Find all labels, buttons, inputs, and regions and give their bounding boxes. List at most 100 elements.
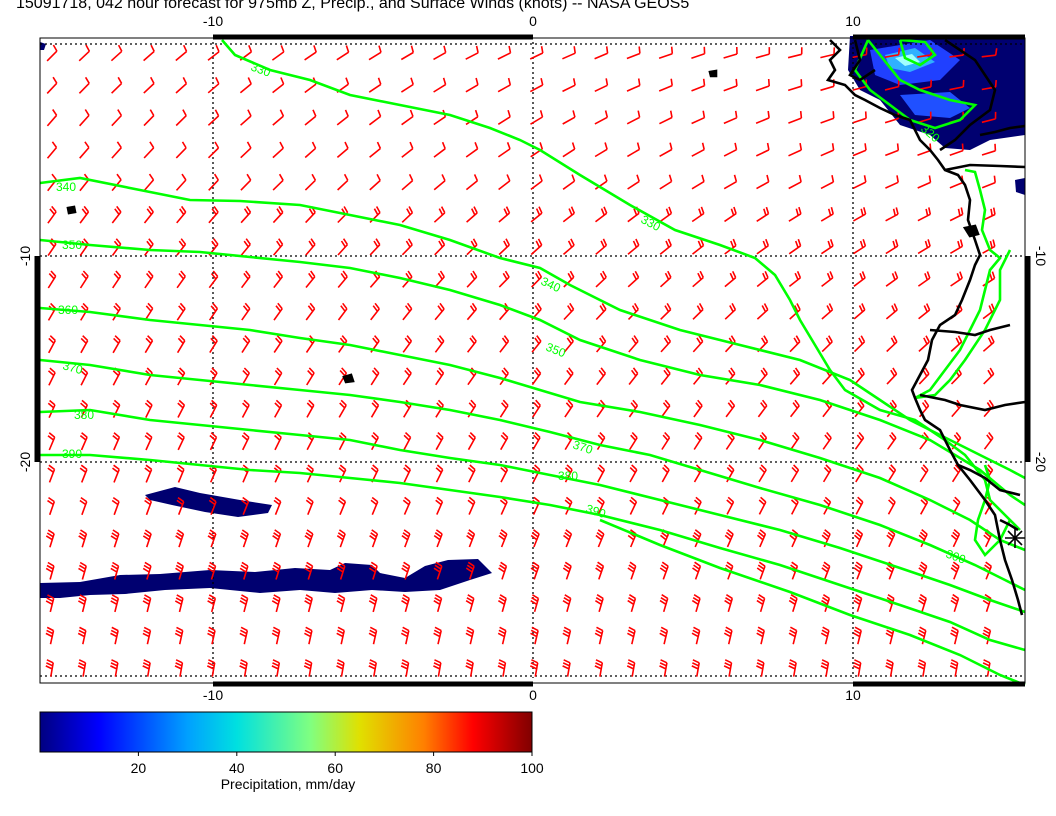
- wind-barb: [110, 594, 120, 613]
- wind-barb: [209, 367, 218, 386]
- wind-barb: [530, 238, 543, 256]
- wind-barb: [176, 238, 187, 256]
- wind-barb: [594, 174, 608, 190]
- wind-barb: [691, 78, 706, 92]
- wind-barb: [660, 367, 671, 385]
- wind-barb: [271, 561, 281, 580]
- wind-barb: [529, 78, 544, 93]
- wind-barb: [595, 206, 608, 223]
- wind-barb: [336, 529, 346, 548]
- wind-barb: [788, 238, 802, 255]
- wind-barb: [403, 464, 412, 483]
- wind-barb: [369, 173, 381, 191]
- wind-barb: [143, 205, 154, 224]
- wind-barb: [176, 464, 185, 483]
- wind-barb: [790, 431, 800, 450]
- wind-barb: [822, 464, 832, 483]
- lat-tick-label: -20: [1033, 452, 1049, 472]
- wind-barb: [207, 44, 220, 61]
- wind-barb: [143, 173, 155, 192]
- wind-barb: [918, 367, 930, 385]
- wind-barb: [594, 78, 609, 93]
- contour-label: 340: [56, 180, 76, 194]
- wind-barb: [885, 143, 900, 157]
- wind-barb: [595, 238, 608, 255]
- wind-barb: [369, 529, 379, 548]
- wind-barb: [239, 529, 249, 548]
- wind-barb: [498, 270, 510, 288]
- contour-label: 390: [62, 447, 82, 461]
- wind-barb: [499, 335, 510, 353]
- wind-barb: [723, 110, 738, 125]
- wind-barb: [917, 207, 932, 222]
- wind-barb: [274, 399, 283, 418]
- wind-barb: [853, 626, 862, 645]
- wind-barb: [144, 367, 153, 386]
- wind-barb: [209, 399, 218, 418]
- wind-barb: [530, 206, 543, 223]
- wind-barb: [433, 77, 447, 93]
- wind-barb: [562, 594, 572, 613]
- wind-barb: [692, 335, 704, 353]
- wind-barb: [885, 207, 899, 222]
- wind-barb: [273, 496, 282, 515]
- wind-barb: [241, 496, 250, 515]
- wind-barb: [47, 399, 56, 419]
- coastline: [66, 38, 1026, 616]
- wind-barb: [144, 432, 153, 451]
- wind-barb: [659, 238, 672, 255]
- lon-tick-label: 0: [529, 13, 537, 29]
- wind-barb: [370, 302, 380, 321]
- lon-tick-label: -10: [203, 13, 223, 29]
- wind-barb: [852, 111, 867, 124]
- wind-barb: [659, 270, 672, 288]
- wind-barb: [595, 335, 607, 353]
- wind-barb: [853, 529, 864, 548]
- wind-barb: [885, 303, 898, 320]
- wind-barb: [304, 173, 317, 191]
- wind-barb: [336, 626, 345, 645]
- wind-barb: [79, 270, 89, 289]
- wind-barb: [273, 335, 283, 353]
- wind-barb: [532, 432, 541, 451]
- wind-barb: [304, 45, 317, 61]
- wind-barb: [562, 659, 571, 677]
- wind-barb: [239, 561, 249, 580]
- wind-barb: [597, 464, 606, 483]
- wind-barb: [596, 367, 607, 386]
- wind-barb: [852, 143, 867, 157]
- wind-barb: [465, 174, 479, 191]
- wind-barb: [853, 303, 866, 320]
- wind-barb: [465, 45, 479, 60]
- wind-barb: [887, 464, 897, 483]
- wind-barb: [433, 529, 443, 548]
- wind-barb: [209, 335, 218, 354]
- wind-barb: [755, 110, 770, 125]
- wind-barb: [692, 561, 702, 580]
- wind-barb: [788, 626, 798, 645]
- contour-340: [39, 176, 1026, 480]
- wind-barb: [562, 626, 572, 645]
- wind-barb: [691, 206, 705, 223]
- wind-barb: [336, 141, 349, 159]
- wind-barb: [789, 303, 801, 320]
- wind-barb: [400, 77, 414, 93]
- wind-barb: [45, 561, 55, 580]
- wind-barb: [787, 47, 803, 59]
- wind-barb: [143, 109, 155, 127]
- wind-barb: [336, 561, 346, 580]
- wind-barb: [467, 496, 476, 515]
- wind-barb: [338, 432, 347, 451]
- wind-barb: [595, 270, 607, 288]
- lat-tick-label: -10: [17, 246, 33, 266]
- wind-barb: [659, 594, 669, 613]
- wind-barb: [626, 110, 641, 125]
- wind-barb: [110, 659, 119, 677]
- wind-barb: [757, 399, 768, 418]
- wind-barb: [338, 367, 348, 386]
- wind-barb: [887, 431, 897, 450]
- wind-barb: [176, 496, 185, 515]
- wind-barb: [627, 238, 640, 255]
- wind-barb: [918, 528, 928, 548]
- map-plot: 330 330 340 340 350 350 360 370 370 380 …: [17, 13, 1049, 700]
